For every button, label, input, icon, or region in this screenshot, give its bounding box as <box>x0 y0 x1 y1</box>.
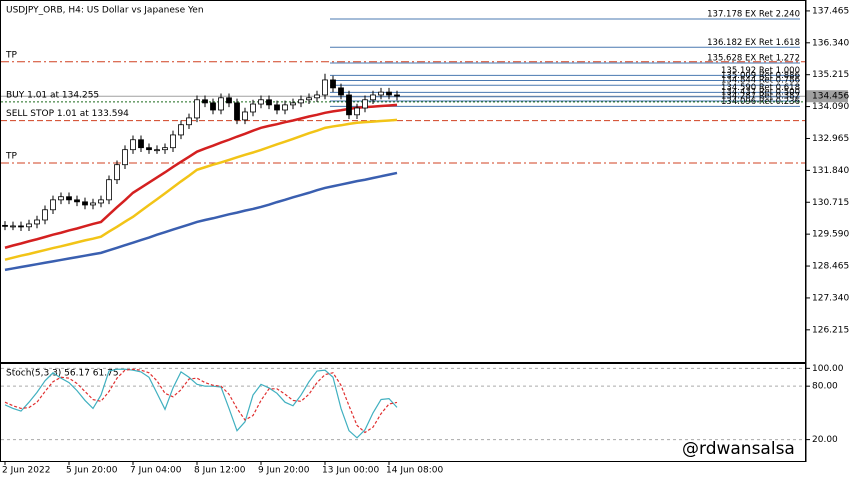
y-tick-label: 132.965 <box>812 134 849 144</box>
y-tick-label: 20.00 <box>812 435 838 445</box>
candle-body <box>298 99 304 104</box>
candle-body <box>178 124 184 136</box>
fib-label: 134.844 Ret 0.786 <box>721 76 800 86</box>
watermark: @rdwansalsa <box>682 439 795 459</box>
candle-body <box>370 94 376 101</box>
order-label: TP <box>5 50 17 60</box>
candle-body <box>154 149 160 152</box>
moving-average <box>4 103 398 249</box>
stoch-label: Stoch(5,3,3) 56.17 61.75 <box>6 369 119 379</box>
order-label: SELL STOP 1.01 at 133.594 <box>6 109 129 119</box>
stoch-line <box>4 368 398 434</box>
candle-body <box>250 103 256 113</box>
candle-body <box>282 104 288 111</box>
y-tick-label: 137.465 <box>812 6 849 16</box>
fib-label: 137.178 EX Ret 2.240 <box>707 10 800 20</box>
candle-body <box>58 196 64 201</box>
candle-body <box>210 102 216 111</box>
x-tick-label: 13 Jun 00:00 <box>322 466 379 476</box>
chart-title: USDJPY_ORB, H4: US Dollar vs Japanese Ye… <box>6 6 204 16</box>
candle-body <box>170 134 176 149</box>
candle-body <box>66 196 72 201</box>
x-tick-label: 2 Jun 2022 <box>2 466 50 476</box>
candle-body <box>74 199 80 203</box>
candle-body <box>290 102 296 106</box>
candle-body <box>266 99 272 106</box>
fib-label: 135.192 Ret 1.000 <box>721 66 800 76</box>
candle-body <box>322 79 328 96</box>
candle-body <box>194 99 200 119</box>
candle-body <box>42 209 48 221</box>
y-tick-label: 135.215 <box>812 70 849 80</box>
candle-body <box>386 91 392 96</box>
candle-body <box>10 225 16 228</box>
x-tick-label: 7 Jun 04:00 <box>130 466 182 476</box>
price-tag-label: 134.456 <box>812 92 849 102</box>
candle-body <box>378 91 384 96</box>
candle-body <box>330 79 336 89</box>
y-tick-label: 136.340 <box>812 38 849 48</box>
y-tick-label: 100.00 <box>812 364 844 374</box>
x-tick-label: 9 Jun 20:00 <box>258 466 310 476</box>
candle-body <box>82 201 88 206</box>
y-tick-label: 129.590 <box>812 230 849 240</box>
y-tick-label: 134.090 <box>812 102 849 112</box>
candle-body <box>146 147 152 151</box>
candle-body <box>346 94 352 116</box>
candle-body <box>162 147 168 151</box>
moving-average <box>4 171 398 272</box>
stoch-line <box>4 368 398 439</box>
fib-label: 134.437 Ret 0.500 <box>721 87 800 97</box>
fib-label: 134.590 Ret 0.618 <box>721 83 800 93</box>
candle-body <box>274 104 280 111</box>
candle-body <box>114 164 120 181</box>
candle-body <box>226 97 232 104</box>
x-tick-label: 5 Jun 20:00 <box>66 466 118 476</box>
x-tick-label: 8 Jun 12:00 <box>194 466 246 476</box>
candle-body <box>122 149 128 166</box>
candle-body <box>186 117 192 126</box>
y-tick-label: 127.340 <box>812 293 849 303</box>
fib-label: 134.096 Ret 0.236 <box>721 97 800 107</box>
candle-body <box>50 199 56 211</box>
fib-label: 136.182 EX Ret 1.618 <box>707 38 800 48</box>
candle-body <box>234 102 240 121</box>
order-label: BUY 1.01 at 134.255 <box>6 90 99 100</box>
y-tick-label: 126.215 <box>812 325 849 335</box>
price-tag <box>806 90 848 103</box>
y-tick-label: 128.465 <box>812 262 849 272</box>
fib-label: 135.009 Ret 0.886 <box>721 71 800 81</box>
candle-body <box>90 202 96 206</box>
order-label: TP <box>5 151 17 161</box>
y-tick-label: 130.715 <box>812 198 849 208</box>
candle-body <box>362 99 368 109</box>
candle-body <box>138 139 144 149</box>
candle-body <box>306 97 312 101</box>
fib-label: 135.628 EX Ret 1.272 <box>707 53 800 63</box>
candle-body <box>258 99 264 105</box>
candle-body <box>26 223 32 228</box>
candle-body <box>218 97 224 111</box>
candle-body <box>106 179 112 201</box>
candle-body <box>18 225 24 228</box>
x-tick-label: 14 Jun 08:00 <box>386 466 443 476</box>
candle-body <box>394 94 400 97</box>
y-tick-label: 131.840 <box>812 166 849 176</box>
candle-body <box>338 87 344 96</box>
candle-body <box>34 219 40 225</box>
candle-body <box>314 94 320 99</box>
candle-body <box>242 111 248 121</box>
candle-body <box>354 107 360 116</box>
candle-body <box>2 224 8 227</box>
candle-body <box>202 99 208 104</box>
fib-label: 134.287 Ret 0.382 <box>721 92 800 102</box>
moving-average <box>4 118 398 261</box>
candle-body <box>98 199 104 204</box>
y-tick-label: 80.00 <box>812 382 838 392</box>
candle-body <box>130 139 136 151</box>
